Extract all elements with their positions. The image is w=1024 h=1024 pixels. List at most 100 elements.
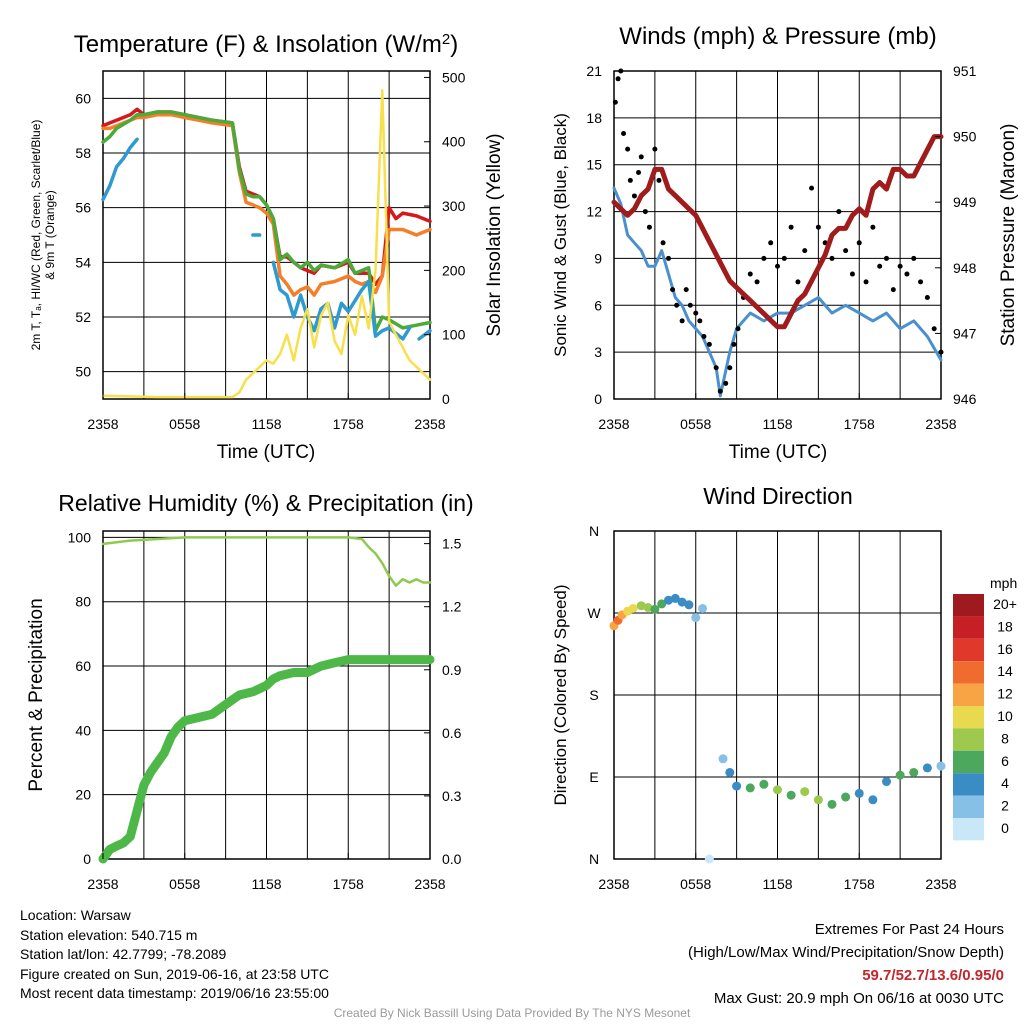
direction-point xyxy=(800,787,810,797)
y-tick-label: 18 xyxy=(586,110,602,126)
winds-panel: Winds (mph) & Pressure (mb) 2358 0558 1158… xyxy=(551,23,1019,463)
x-tick-label: 2358 xyxy=(598,876,629,892)
direction-point xyxy=(691,613,701,623)
x-tick-label: 0558 xyxy=(680,416,711,432)
direction-point xyxy=(868,795,878,805)
y2-tick-label: 300 xyxy=(442,198,466,214)
y2-tick-label: 946 xyxy=(953,391,977,407)
gust-point xyxy=(911,255,917,261)
y-tick-label: 54 xyxy=(75,254,91,270)
y-tick-label: 6 xyxy=(594,297,602,313)
y-tick-label: 12 xyxy=(586,204,602,220)
temperature-xlabel: Time (UTC) xyxy=(217,442,316,463)
direction-point xyxy=(657,599,667,609)
y2-tick-label: 950 xyxy=(953,129,977,145)
legend-label: 8 xyxy=(1001,730,1009,746)
x-tick-label: 2358 xyxy=(925,876,956,892)
y2-tick-label: 0.9 xyxy=(442,662,462,678)
y-tick-label: 0 xyxy=(594,391,602,407)
y-tick-label: 20 xyxy=(75,787,91,803)
gust-point xyxy=(829,255,835,261)
wind-direction-title: Wind Direction xyxy=(703,483,853,509)
gust-point xyxy=(815,224,821,230)
y-tick-label: 56 xyxy=(75,200,91,216)
gust-point xyxy=(666,255,671,261)
extremes-values: 59.7/52.7/13.6/0.95/0 xyxy=(862,967,1004,984)
temperature-ylabel-line2: & 9m T (Orange) xyxy=(43,190,57,280)
legend-label: 2 xyxy=(1001,798,1009,814)
gust-point xyxy=(612,99,618,105)
winds-title: Winds (mph) & Pressure (mb) xyxy=(619,23,936,50)
y-tick-label: 80 xyxy=(75,594,91,610)
gust-point xyxy=(723,380,729,386)
direction-point xyxy=(670,593,680,603)
legend-swatch xyxy=(953,773,984,796)
x-tick-label: 2358 xyxy=(925,416,956,432)
direction-point xyxy=(725,767,735,777)
hi-wc-line xyxy=(101,110,432,333)
winds-ylabel: Sonic Wind & Gust (Blue, Black) xyxy=(551,113,570,357)
y2-tick-label: 1.2 xyxy=(442,599,462,615)
gust-point xyxy=(863,279,869,285)
direction-point xyxy=(895,770,905,780)
y2-tick-label: 951 xyxy=(953,63,977,79)
gust-point xyxy=(646,224,652,230)
x-tick-label: 1158 xyxy=(762,416,792,432)
y2-tick-label: 200 xyxy=(442,262,466,278)
direction-point xyxy=(841,792,851,802)
x-tick-label: 0558 xyxy=(169,416,200,432)
direction-point xyxy=(684,600,694,610)
direction-point xyxy=(882,777,891,787)
gust-point xyxy=(849,271,855,277)
gust-point xyxy=(621,130,627,136)
y2-tick-label: 948 xyxy=(953,260,977,276)
direction-point xyxy=(698,603,708,613)
gust-point xyxy=(615,76,621,82)
gust-point xyxy=(693,310,699,316)
x-tick-label: 1158 xyxy=(251,876,281,892)
gust-point xyxy=(747,271,753,277)
gust-point xyxy=(618,68,624,74)
legend-title: mph xyxy=(990,575,1017,591)
gust-point xyxy=(890,287,896,293)
y-tick-label: N xyxy=(589,851,599,867)
y2-tick-label: 947 xyxy=(953,325,977,341)
gust-point xyxy=(843,248,849,254)
station-elevation: Station elevation: 540.715 m xyxy=(20,926,198,943)
gust-point xyxy=(631,193,637,199)
legend-swatch xyxy=(953,795,984,818)
solar-line xyxy=(101,89,432,399)
legend-swatch xyxy=(953,750,984,774)
rh-line xyxy=(101,536,432,587)
gust-point xyxy=(683,287,689,293)
gust-point xyxy=(775,263,780,269)
y2-tick-label: 0 xyxy=(442,391,450,407)
gust-point xyxy=(938,349,944,355)
legend-label: 18 xyxy=(997,618,1013,634)
gust-point xyxy=(670,287,676,293)
wind-direction-panel: Wind Direction 2358 0558 1158 1758 2358 N E S W N… xyxy=(551,483,1017,892)
gust-point xyxy=(642,209,648,215)
station-latlon: Station lat/lon: 42.7799; -78.2089 xyxy=(20,946,227,962)
gust-point xyxy=(836,209,842,215)
x-tick-label: 1758 xyxy=(844,876,875,892)
gust-point xyxy=(897,263,903,269)
precipitation-line xyxy=(98,655,435,864)
direction-point xyxy=(664,595,673,605)
direction-point xyxy=(677,597,687,607)
x-tick-label: 1758 xyxy=(844,416,875,432)
y-tick-label: 0 xyxy=(83,851,91,867)
y2-tick-label: 1.5 xyxy=(442,536,462,552)
wind-direction-ylabel: Direction (Colored By Speed) xyxy=(551,584,570,805)
gust-point xyxy=(918,279,924,285)
y-tick-label: W xyxy=(587,605,601,621)
gust-point xyxy=(656,177,662,183)
y-tick-label: 3 xyxy=(594,344,602,360)
gust-point xyxy=(768,240,774,246)
legend-swatch xyxy=(953,594,984,617)
y-tick-label: 100 xyxy=(68,529,92,545)
temperature-y2label: Solar Insolation (Yellow) xyxy=(484,133,505,336)
y2-tick-label: 0.0 xyxy=(442,851,462,867)
legend-swatch xyxy=(953,683,984,706)
